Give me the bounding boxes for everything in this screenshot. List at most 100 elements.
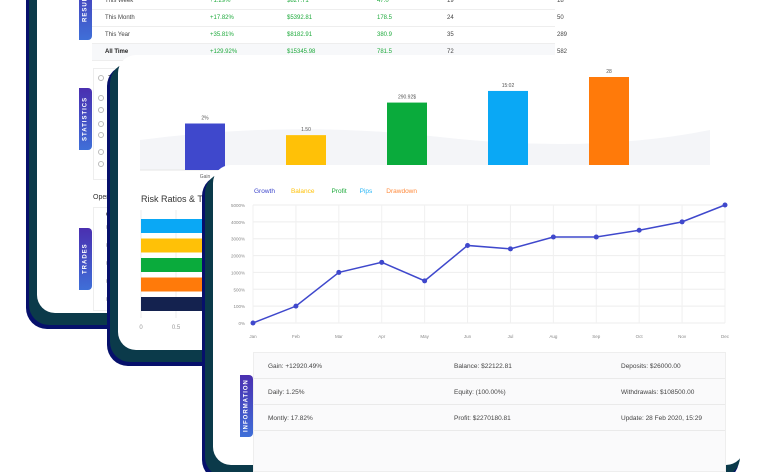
statistics-label: Los xyxy=(108,107,118,114)
x-tick-label: Feb xyxy=(292,334,300,339)
results-period: This Year xyxy=(105,32,131,38)
results-gain: +129.92% xyxy=(210,49,238,55)
bar-value-label: 2% xyxy=(201,116,209,122)
results-gain: +35.81% xyxy=(210,32,234,38)
trade-date: 02.25 xyxy=(106,297,119,303)
trade-row[interactable]: 02.25 15:1 xyxy=(106,244,119,254)
trade-row[interactable]: 02.25 15:1 xyxy=(106,262,119,272)
results-pips: 380.9 xyxy=(377,32,393,38)
growth-point[interactable] xyxy=(465,242,471,248)
results-tab[interactable]: RESULTS xyxy=(79,0,92,40)
growth-point[interactable] xyxy=(379,259,385,265)
results-gain: +1.29% xyxy=(210,0,231,4)
growth-point[interactable] xyxy=(550,234,556,240)
growth-point[interactable] xyxy=(722,202,728,208)
statistics-item[interactable]: Pro xyxy=(98,121,117,128)
risk-axis-tick: 1.0 xyxy=(207,325,216,331)
x-tick-label: Apr xyxy=(378,334,386,339)
results-pips: 781.5 xyxy=(377,49,393,55)
information-cell: Gain: +12920.49% xyxy=(268,363,323,370)
legend-item-balance[interactable]: Balance xyxy=(290,188,315,195)
risk-bar xyxy=(141,297,236,311)
statistics-label: Pro xyxy=(108,149,118,156)
bar-value-label: 1.50 xyxy=(301,127,311,133)
y-tick-label: 3000% xyxy=(231,237,245,242)
results-row: This Week +1.29% $827.71 47.0 19 18 xyxy=(92,0,564,10)
legend-item-pips[interactable]: Pips xyxy=(359,188,373,195)
results-gain: +17.82% xyxy=(210,15,234,21)
x-tick-label: Jul xyxy=(508,334,514,339)
trade-row[interactable]: 02.25 15:1 xyxy=(106,298,119,308)
growth-point[interactable] xyxy=(250,320,256,326)
bar xyxy=(286,135,326,170)
statistics-item[interactable]: Los xyxy=(98,132,118,139)
statistics-label: Los xyxy=(108,132,118,139)
growth-point[interactable] xyxy=(507,246,513,252)
growth-point[interactable] xyxy=(636,227,642,233)
bar-value-label: 290.92$ xyxy=(398,95,416,101)
trade-time: 15:1 xyxy=(108,230,118,236)
risk-axis-tick: 0.5 xyxy=(172,325,181,331)
growth-point[interactable] xyxy=(422,278,428,284)
results-lots: 18 xyxy=(557,0,564,4)
bar-chart: 2% Gain 1.50 290.92$ 15:02 28 xyxy=(140,69,710,180)
statistics-tab[interactable]: STATISTICS xyxy=(79,88,92,150)
information-cell: Update: 28 Feb 2020, 15:29 xyxy=(621,415,702,422)
legend-item-profit[interactable]: Profit xyxy=(331,188,347,195)
results-period: This Week xyxy=(105,0,134,4)
bar xyxy=(488,90,528,170)
results-trades: 72 xyxy=(447,49,454,55)
information-row: Gain: +12920.49% Balance: $22122.81 Deposi… xyxy=(254,353,725,379)
growth-line-chart: 0% 100% 500% 1000% 2000% 3000% 4000% 5000% Jan Fe… xyxy=(231,202,730,339)
legend-item-drawdown[interactable]: Drawdown xyxy=(386,188,417,195)
y-tick-label: 500% xyxy=(233,287,245,292)
results-pips: 47.0 xyxy=(377,0,389,4)
bar-value-label: 28 xyxy=(606,69,612,75)
information-cell: Daily: 1.25% xyxy=(268,389,305,396)
trade-row[interactable]: 02.25 15:1 xyxy=(106,226,119,236)
growth-point[interactable] xyxy=(679,219,685,225)
information-cell: Equity: (100.00%) xyxy=(454,389,506,396)
statistics-item[interactable]: Los xyxy=(98,161,118,168)
results-profit: $827.71 xyxy=(287,0,309,4)
results-profit: $5392.81 xyxy=(287,15,313,21)
results-profit: $8182.91 xyxy=(287,32,313,38)
results-trades: 35 xyxy=(447,32,454,38)
information-cell: Withdrawals: $108500.00 xyxy=(621,389,695,396)
statistics-item[interactable]: Pro xyxy=(98,149,117,156)
growth-point[interactable] xyxy=(293,303,299,309)
statistics-label: Pro xyxy=(108,121,118,128)
information-cell: Balance: $22122.81 xyxy=(454,363,512,370)
trade-date: 02.25 xyxy=(106,225,119,231)
trade-time: 15:1 xyxy=(108,266,118,272)
trade-time: 15:1 xyxy=(108,302,118,308)
x-tick-label: Jan xyxy=(249,334,257,339)
growth-point[interactable] xyxy=(593,234,599,240)
statistics-item[interactable]: Tot xyxy=(98,75,116,82)
results-lots: 582 xyxy=(557,49,568,55)
information-tab[interactable]: INFORMATION xyxy=(240,375,253,437)
info-icon xyxy=(98,95,104,101)
statistics-item[interactable]: Pro xyxy=(98,95,117,102)
results-lots: 50 xyxy=(557,15,564,21)
trades-tab[interactable]: TRADES xyxy=(79,228,92,290)
growth-chart-card: Growth Balance Profit Pips Drawdown 0% 100% 50… xyxy=(213,165,744,472)
trade-row[interactable]: 02.25 15:1 xyxy=(106,280,119,290)
x-tick-label: Mar xyxy=(335,334,343,339)
info-icon xyxy=(98,107,104,113)
information-cell: Montly: 17.82% xyxy=(268,415,313,422)
growth-point[interactable] xyxy=(336,269,342,275)
info-icon xyxy=(98,121,104,127)
results-row: This Year +35.81% $8182.91 380.9 35 289 xyxy=(92,27,567,44)
y-tick-label: 4000% xyxy=(231,220,245,225)
risk-ratios-title: Risk Ratios & Trad xyxy=(141,194,216,204)
results-period: This Month xyxy=(105,15,135,21)
legend-item-growth[interactable]: Growth xyxy=(254,188,275,195)
y-tick-label: 1000% xyxy=(231,270,245,275)
x-tick-label: Aug xyxy=(549,334,558,339)
bar-value-label: 15:02 xyxy=(502,83,515,89)
statistics-item[interactable]: Los xyxy=(98,107,118,114)
information-row: Montly: 17.82% Profit: $2270180.81 Update:… xyxy=(254,405,725,431)
trade-date: 02.25 xyxy=(106,243,119,249)
x-tick-label: Sep xyxy=(592,334,601,339)
